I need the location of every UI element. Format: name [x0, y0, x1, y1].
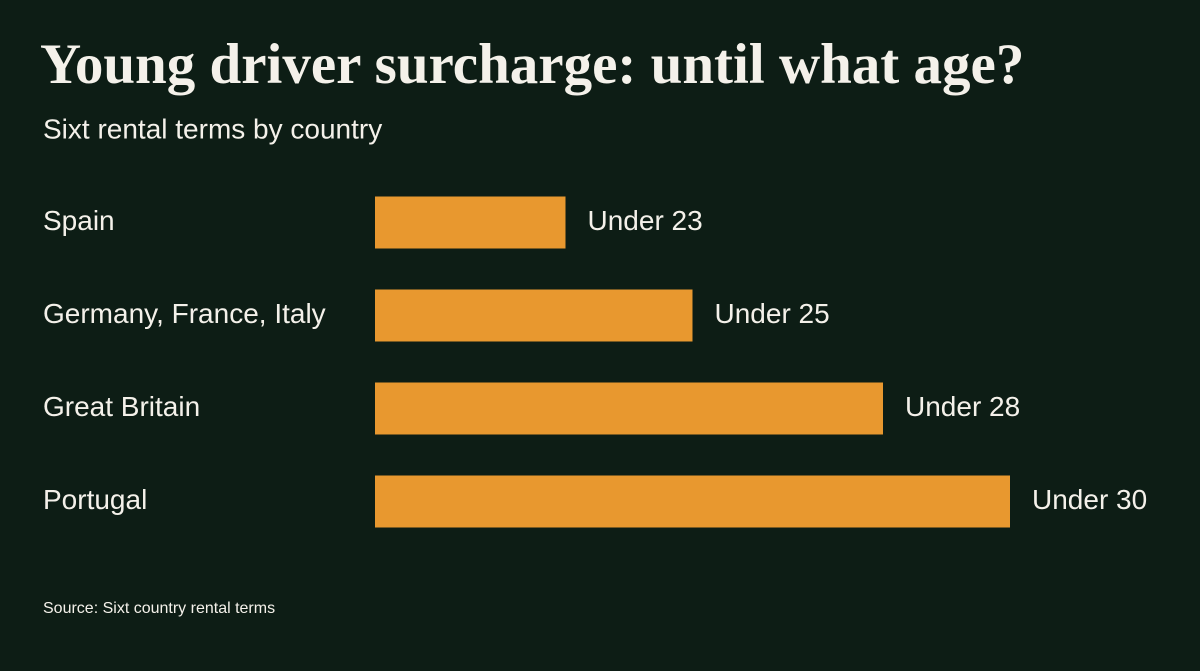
value-label: Under 30	[1032, 484, 1147, 515]
value-label: Under 28	[905, 391, 1020, 422]
category-label: Germany, France, Italy	[43, 298, 326, 329]
chart-subtitle: Sixt rental terms by country	[43, 113, 382, 144]
bar	[375, 382, 883, 435]
source-note: Source: Sixt country rental terms	[43, 600, 275, 617]
bar	[375, 196, 566, 249]
chart-title: Young driver surcharge: until what age?	[40, 33, 1024, 96]
category-label: Spain	[43, 205, 115, 236]
bar	[375, 475, 1010, 528]
bar	[375, 289, 693, 342]
value-label: Under 23	[588, 205, 703, 236]
category-label: Portugal	[43, 484, 147, 515]
value-label: Under 25	[715, 298, 830, 329]
category-label: Great Britain	[43, 391, 200, 422]
